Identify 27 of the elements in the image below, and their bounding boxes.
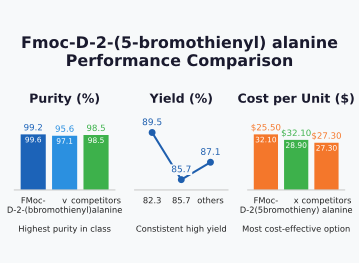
data-label: 87.1	[201, 148, 220, 155]
annotation: $32.10	[282, 129, 311, 138]
x-tick-label: competitors	[72, 196, 121, 205]
x-tick-label: FMoc-	[254, 197, 278, 204]
text: Constistent high yield	[136, 225, 226, 234]
annotation: $27.30	[312, 132, 341, 140]
annotation: $25.50	[252, 124, 280, 132]
x-tick-label: v	[62, 198, 67, 204]
chart-title: Yield (%)	[149, 93, 212, 104]
annotation: 95.6	[56, 125, 74, 132]
x-tick-label: 85.7	[172, 197, 190, 204]
text: Highest purity in class	[19, 225, 111, 234]
text: Fmoc-D-2-(5-bromothienyl) alanine Performance Comparison	[22, 36, 338, 70]
x-axis-title: D-2(5bromothieny) alanine	[240, 206, 352, 214]
x-tick-label: 82.3	[143, 197, 161, 204]
x-tick-label: competitors	[302, 196, 352, 205]
annotation: 99.2	[24, 124, 42, 130]
chart-title: Cost per Unit ($)	[238, 93, 354, 106]
x-tick-label: others	[198, 196, 224, 204]
x-tick-label: FMoc-	[22, 197, 46, 204]
text: Most cost-effective option	[242, 225, 350, 234]
x-tick-label: x	[294, 198, 298, 204]
chart-title: Purity (%)	[30, 93, 100, 106]
annotation: 98.5	[86, 124, 105, 132]
data-label: 89.5	[142, 118, 162, 126]
data-label: 85.7	[172, 165, 191, 172]
x-axis-title: D-2-(bbromothienyl)alanine	[8, 206, 122, 214]
